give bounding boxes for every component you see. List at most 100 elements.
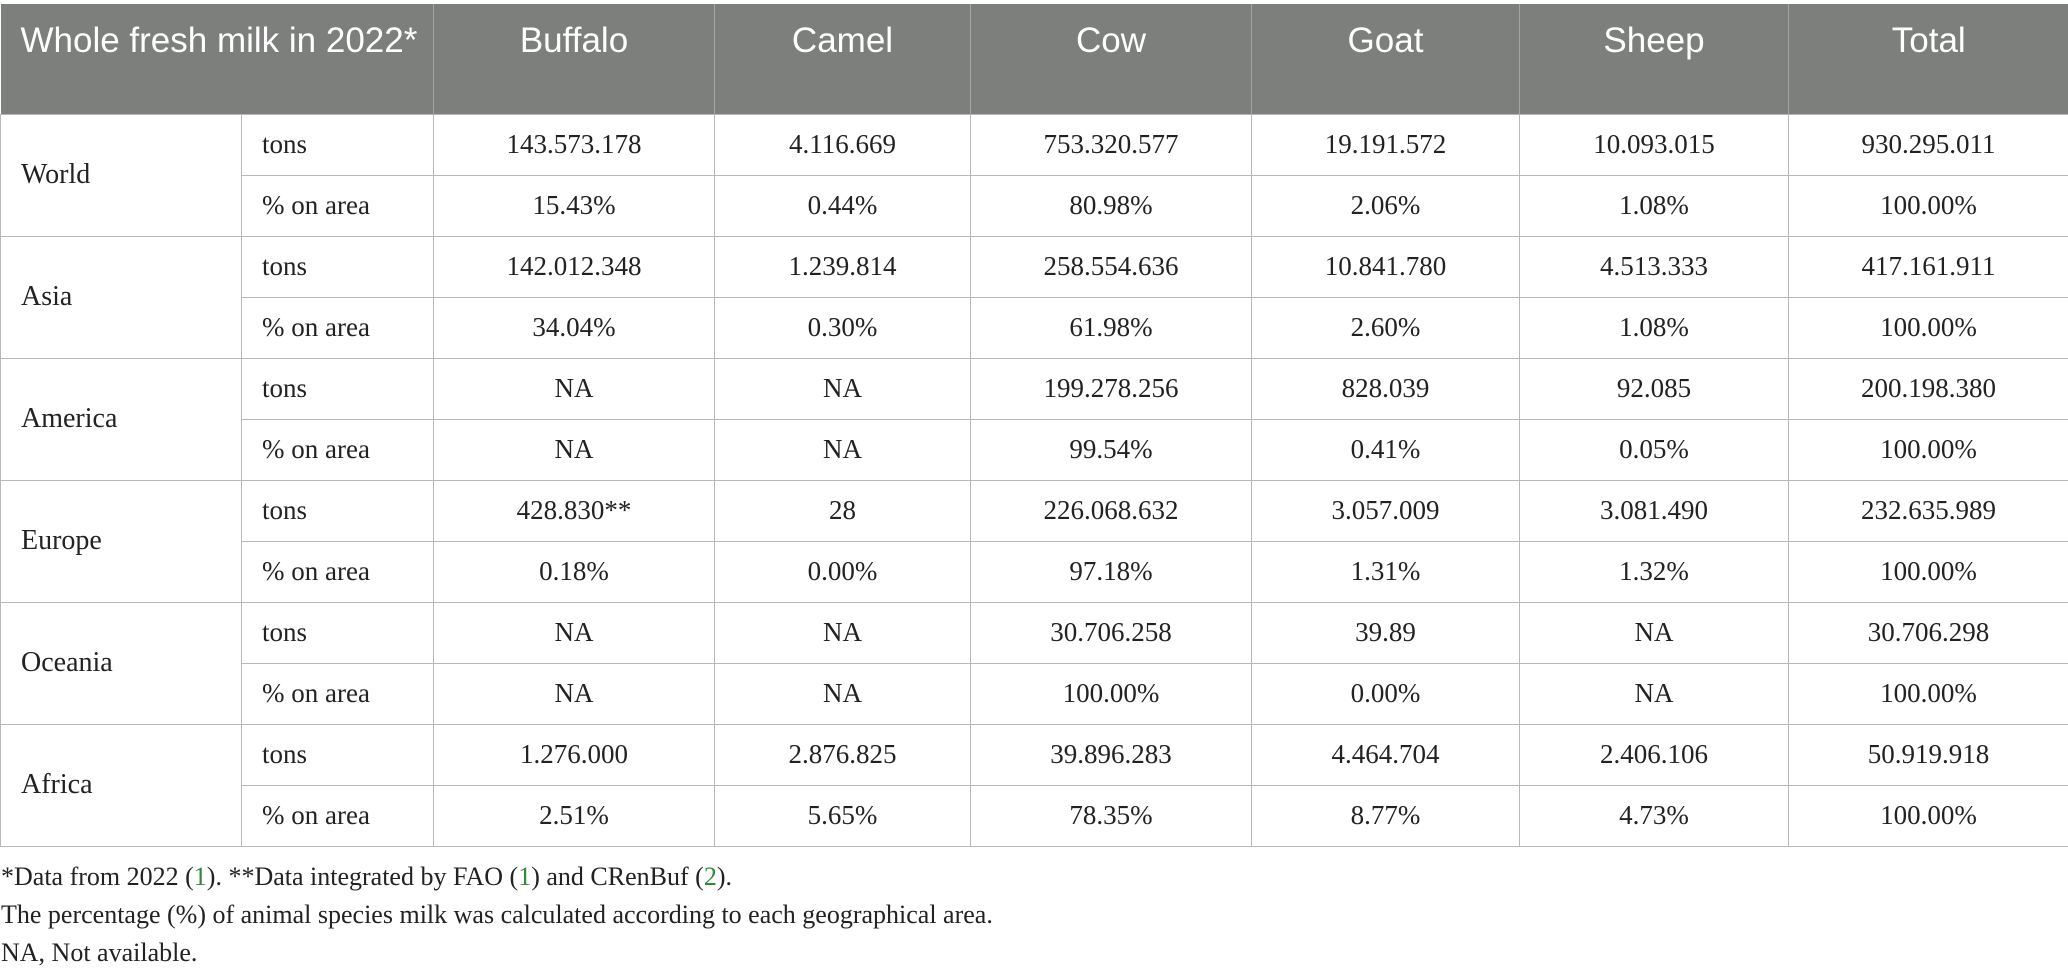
header-cow: Cow	[970, 4, 1252, 114]
reference-link-2[interactable]: 2	[703, 862, 717, 891]
cell-total: 100.00%	[1788, 296, 2068, 359]
cell-goat: 19.191.572	[1251, 113, 1520, 176]
cell-camel: 28	[714, 479, 971, 542]
table-row: % on area 0.18% 0.00% 97.18% 1.31% 1.32% 100.0…	[1, 540, 2068, 603]
cell-buffalo: 2.51%	[433, 784, 715, 847]
cell-total: 100.00%	[1788, 784, 2068, 847]
cell-buffalo: NA	[433, 418, 715, 481]
cell-goat: 39.89	[1251, 601, 1520, 664]
unit-label: tons	[241, 357, 434, 420]
cell-total: 100.00%	[1788, 662, 2068, 725]
table-header: Whole fresh milk in 2022* Buffalo Camel …	[0, 4, 2068, 114]
unit-label: tons	[241, 479, 434, 542]
cell-goat: 0.41%	[1251, 418, 1520, 481]
region-label: Asia	[0, 235, 242, 359]
region-label: Oceania	[0, 601, 242, 725]
cell-camel: NA	[714, 601, 971, 664]
footnote-text: ) and CRenBuf (	[531, 862, 704, 891]
cell-camel: NA	[714, 662, 971, 725]
unit-label: % on area	[241, 662, 434, 725]
unit-label: tons	[241, 723, 434, 786]
cell-sheep: 4.513.333	[1519, 235, 1789, 298]
cell-buffalo: 1.276.000	[433, 723, 715, 786]
cell-cow: 100.00%	[970, 662, 1252, 725]
cell-total: 50.919.918	[1788, 723, 2068, 786]
header-row: Whole fresh milk in 2022* Buffalo Camel …	[0, 4, 2068, 114]
table-row: Oceania tons NA NA 30.706.258 39.89 NA 30.706.2…	[0, 601, 2068, 725]
cell-cow: 258.554.636	[970, 235, 1252, 298]
cell-goat: 8.77%	[1251, 784, 1520, 847]
cell-total: 930.295.011	[1788, 113, 2068, 176]
cell-sheep: 3.081.490	[1519, 479, 1789, 542]
cell-goat: 0.00%	[1251, 662, 1520, 725]
footnote-percentage-note: The percentage (%) of animal species mil…	[1, 900, 993, 929]
cell-buffalo: 34.04%	[433, 296, 715, 359]
cell-goat: 1.31%	[1251, 540, 1520, 603]
cell-cow: 199.278.256	[970, 357, 1252, 420]
header-camel: Camel	[714, 4, 971, 114]
cell-goat: 10.841.780	[1251, 235, 1520, 298]
header-title: Whole fresh milk in 2022*	[0, 4, 434, 114]
region-label: Europe	[0, 479, 242, 603]
cell-cow: 99.54%	[970, 418, 1252, 481]
cell-total: 100.00%	[1788, 174, 2068, 237]
table-row: World tons 143.573.178 4.116.669 753.320.577…	[0, 113, 2068, 237]
table-row: % on area 2.51% 5.65% 78.35% 8.77% 4.73% 100.0…	[1, 784, 2068, 847]
cell-camel: NA	[714, 418, 971, 481]
region-label: America	[0, 357, 242, 481]
cell-camel: 5.65%	[714, 784, 971, 847]
unit-label: tons	[241, 601, 434, 664]
cell-sheep: 1.32%	[1519, 540, 1789, 603]
unit-label: tons	[241, 235, 434, 298]
table-body: World tons 143.573.178 4.116.669 753.320.577…	[0, 113, 2068, 847]
cell-sheep: 0.05%	[1519, 418, 1789, 481]
table-footnotes: *Data from 2022 (1). **Data integrated b…	[0, 858, 2068, 972]
table-row: Europe tons 428.830** 28 226.068.632 3.057.00…	[0, 479, 2068, 603]
cell-goat: 828.039	[1251, 357, 1520, 420]
cell-sheep: 10.093.015	[1519, 113, 1789, 176]
unit-label: % on area	[241, 418, 434, 481]
unit-label: % on area	[241, 784, 434, 847]
table-row: % on area NA NA 99.54% 0.41% 0.05% 100.00%	[1, 418, 2068, 481]
cell-sheep: 92.085	[1519, 357, 1789, 420]
cell-total: 30.706.298	[1788, 601, 2068, 664]
cell-buffalo: 0.18%	[433, 540, 715, 603]
reference-link-1-fao[interactable]: 1	[518, 862, 532, 891]
table-row: % on area NA NA 100.00% 0.00% NA 100.00%	[1, 662, 2068, 725]
cell-sheep: 2.406.106	[1519, 723, 1789, 786]
header-buffalo: Buffalo	[433, 4, 715, 114]
cell-buffalo: 142.012.348	[433, 235, 715, 298]
reference-link-1[interactable]: 1	[193, 862, 207, 891]
region-label: Africa	[0, 723, 242, 847]
cell-buffalo: NA	[433, 357, 715, 420]
cell-total: 232.635.989	[1788, 479, 2068, 542]
cell-buffalo: NA	[433, 662, 715, 725]
footnote-text: ).	[716, 862, 732, 891]
header-goat: Goat	[1251, 4, 1520, 114]
cell-cow: 78.35%	[970, 784, 1252, 847]
cell-cow: 30.706.258	[970, 601, 1252, 664]
cell-sheep: NA	[1519, 662, 1789, 725]
cell-camel: 0.44%	[714, 174, 971, 237]
cell-camel: 4.116.669	[714, 113, 971, 176]
cell-goat: 2.60%	[1251, 296, 1520, 359]
header-sheep: Sheep	[1519, 4, 1789, 114]
cell-cow: 226.068.632	[970, 479, 1252, 542]
cell-goat: 3.057.009	[1251, 479, 1520, 542]
cell-cow: 61.98%	[970, 296, 1252, 359]
footnote-data-source: *Data from 2022 (1). **Data integrated b…	[0, 858, 2068, 896]
unit-label: % on area	[241, 296, 434, 359]
cell-cow: 39.896.283	[970, 723, 1252, 786]
cell-camel: 0.00%	[714, 540, 971, 603]
cell-total: 100.00%	[1788, 418, 2068, 481]
cell-sheep: NA	[1519, 601, 1789, 664]
cell-cow: 753.320.577	[970, 113, 1252, 176]
table-row: America tons NA NA 199.278.256 828.039 92.085 2…	[0, 357, 2068, 481]
cell-camel: 1.239.814	[714, 235, 971, 298]
footnote-text: ). **Data integrated by FAO (	[206, 862, 519, 891]
cell-total: 200.198.380	[1788, 357, 2068, 420]
unit-label: % on area	[241, 540, 434, 603]
header-total: Total	[1788, 4, 2068, 114]
cell-sheep: 1.08%	[1519, 296, 1789, 359]
region-label: World	[0, 113, 242, 237]
